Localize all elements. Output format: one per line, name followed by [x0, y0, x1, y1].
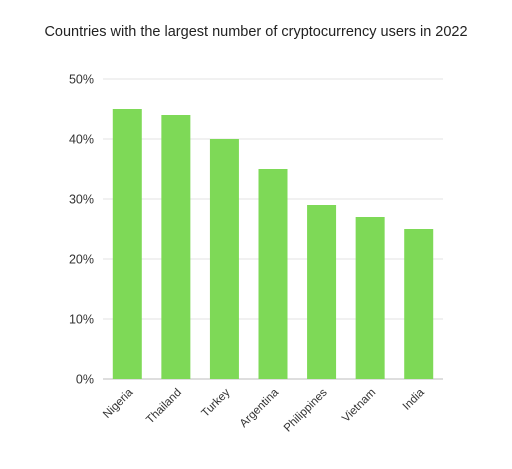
chart-title: Countries with the largest number of cry…: [44, 24, 468, 40]
y-tick-label: 0%: [76, 373, 94, 387]
x-category-label: Vietnam: [340, 387, 378, 425]
bar-philippines: [307, 205, 337, 379]
bar-vietnam: [355, 217, 385, 379]
x-axis-categories: Nigeria Thailand Turkey Argentina Philippine…: [101, 386, 427, 434]
x-category-label: India: [401, 386, 428, 413]
bar-thailand: [161, 115, 191, 379]
y-tick-label: 50%: [69, 73, 94, 87]
y-axis-ticks: 0% 10% 20% 30% 40% 50%: [69, 73, 94, 387]
x-category-label: Argentina: [238, 386, 282, 430]
y-tick-label: 30%: [69, 193, 94, 207]
bars: [112, 109, 434, 379]
bar-argentina: [258, 169, 288, 379]
bar-turkey: [209, 139, 239, 379]
bar-nigeria: [112, 109, 142, 379]
y-tick-label: 20%: [69, 253, 94, 267]
x-category-label: Turkey: [200, 386, 233, 419]
x-category-label: Nigeria: [101, 386, 136, 421]
y-tick-label: 10%: [69, 313, 94, 327]
x-category-label: Thailand: [144, 387, 184, 427]
x-category-label: Philippines: [282, 386, 330, 434]
bar-india: [404, 229, 434, 379]
y-tick-label: 40%: [69, 133, 94, 147]
